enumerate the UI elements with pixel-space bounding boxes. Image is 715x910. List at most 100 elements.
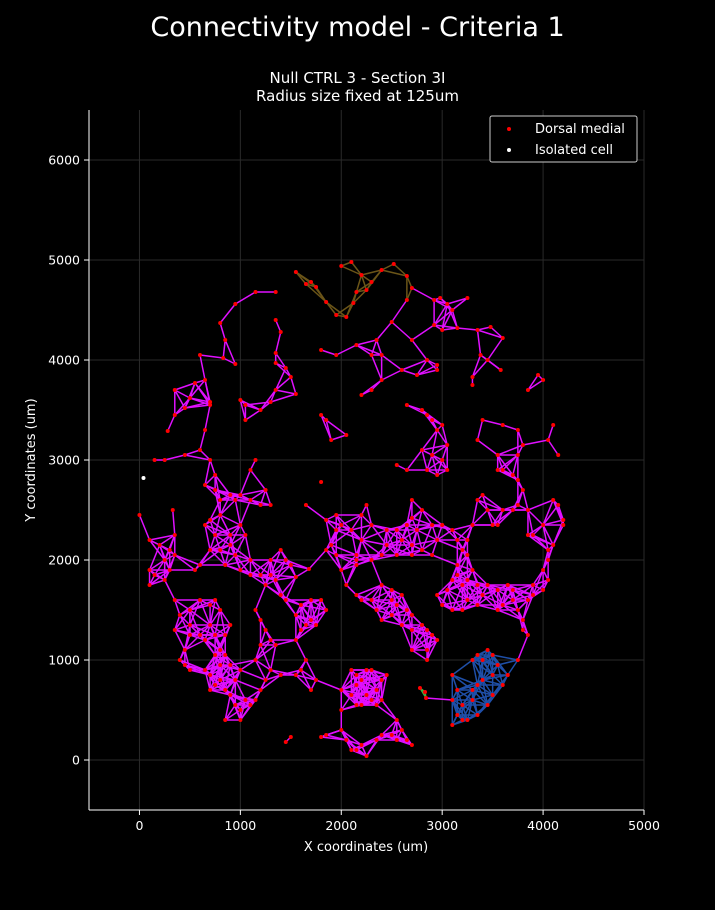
dorsal-medial-point — [430, 633, 435, 637]
edge — [219, 322, 226, 341]
edge — [416, 529, 423, 551]
edge — [325, 519, 337, 531]
dorsal-medial-point — [213, 683, 218, 687]
dorsal-medial-point — [470, 688, 475, 692]
dorsal-medial-point — [303, 503, 308, 507]
edge — [159, 534, 176, 546]
dorsal-medial-point — [374, 338, 379, 342]
dorsal-medial-point — [364, 288, 369, 292]
edge — [411, 624, 423, 651]
dorsal-medial-point — [510, 508, 515, 512]
dorsal-medial-point — [460, 703, 465, 707]
dorsal-medial-point — [162, 458, 167, 462]
dorsal-medial-point — [203, 428, 208, 432]
dorsal-medial-point — [324, 300, 329, 304]
edge — [532, 534, 554, 546]
dorsal-medial-point — [208, 688, 213, 692]
dorsal-medial-point — [450, 698, 455, 702]
dorsal-medial-point — [515, 503, 520, 507]
edge — [482, 419, 503, 426]
edge — [421, 449, 428, 471]
edge — [447, 297, 468, 305]
dorsal-medial-point — [525, 633, 530, 637]
dorsal-medial-point — [510, 473, 515, 477]
dorsal-medial-point — [253, 458, 258, 462]
dorsal-medial-point — [354, 748, 359, 752]
edge — [290, 564, 310, 570]
edge — [451, 579, 469, 601]
edge — [149, 559, 166, 571]
edge — [325, 419, 347, 436]
edge — [224, 704, 236, 721]
edge — [496, 584, 509, 611]
edge — [461, 699, 474, 721]
edge — [421, 539, 438, 551]
dorsal-medial-point — [425, 413, 430, 417]
dorsal-medial-point — [515, 453, 520, 457]
dorsal-medial-point — [445, 468, 450, 472]
edge — [321, 736, 347, 741]
edge — [224, 669, 241, 691]
edge — [219, 664, 226, 691]
dorsal-medial-point — [165, 429, 170, 433]
dorsal-medial-point — [394, 603, 399, 607]
edge — [512, 589, 529, 601]
dorsal-medial-point — [233, 678, 238, 682]
edge — [476, 684, 489, 706]
dorsal-medial-point — [288, 735, 293, 739]
dorsal-medial-point — [460, 548, 465, 552]
edge — [325, 549, 342, 571]
dorsal-medial-point — [404, 738, 409, 742]
edge — [451, 599, 468, 611]
edge — [209, 549, 226, 566]
dorsal-medial-point — [409, 613, 414, 617]
dorsal-medial-point — [541, 523, 546, 527]
edge — [264, 559, 272, 586]
dorsal-medial-point — [329, 543, 334, 547]
edge — [234, 499, 242, 526]
dorsal-medial-point — [258, 573, 263, 577]
dorsal-medial-point — [450, 578, 455, 582]
dorsal-medial-point — [203, 523, 208, 527]
edge — [517, 634, 529, 661]
edge — [355, 674, 368, 696]
edge — [214, 524, 241, 536]
dorsal-medial-point — [334, 353, 339, 357]
edge — [497, 444, 524, 456]
edge — [189, 379, 206, 399]
dorsal-medial-point — [283, 366, 288, 370]
edge — [204, 474, 216, 486]
dorsal-medial-point — [409, 543, 414, 547]
dorsal-medial-point — [500, 468, 505, 472]
edge — [396, 549, 423, 556]
edge — [370, 354, 383, 381]
edge — [512, 594, 534, 601]
edge — [481, 494, 489, 511]
dorsal-medial-point — [182, 453, 187, 457]
edge — [365, 504, 373, 526]
edge — [265, 674, 281, 681]
edge — [355, 694, 368, 706]
dorsal-medial-point — [334, 553, 339, 557]
edge — [502, 504, 519, 511]
dorsal-medial-point — [324, 418, 329, 422]
dorsal-medial-point — [162, 558, 167, 562]
edge — [184, 639, 206, 651]
dorsal-medial-point — [359, 598, 364, 602]
dorsal-medial-point — [379, 378, 384, 382]
dorsal-medial-point — [273, 351, 278, 355]
dorsal-medial-point — [480, 493, 485, 497]
dorsal-medial-point — [394, 528, 399, 532]
dorsal-medial-point — [470, 375, 475, 379]
axes-title-line-1: Null CTRL 3 - Section 3I — [269, 69, 446, 87]
dorsal-medial-point — [349, 528, 354, 532]
dorsal-medial-point — [475, 498, 480, 502]
edge — [532, 524, 544, 536]
dorsal-medial-point — [314, 285, 319, 289]
dorsal-medial-point — [233, 553, 238, 557]
edge — [376, 599, 393, 611]
y-tick-label: 3000 — [48, 453, 80, 468]
dorsal-medial-point — [288, 375, 293, 379]
edge — [401, 594, 413, 616]
edge — [204, 664, 221, 671]
